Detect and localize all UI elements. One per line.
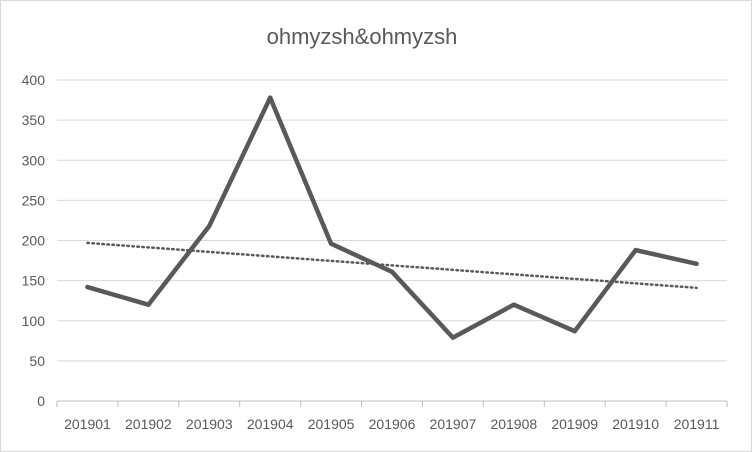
- data-point: [694, 261, 699, 266]
- gridlines: [57, 79, 727, 402]
- y-tick-label: 200: [22, 233, 46, 249]
- data-point: [207, 223, 212, 229]
- data-point: [328, 241, 334, 246]
- y-tick-label: 150: [22, 273, 46, 289]
- y-tick-label: 400: [22, 72, 46, 88]
- x-tick-label: 201905: [308, 416, 355, 432]
- y-tick-label: 0: [37, 393, 45, 409]
- x-tick-label: 201902: [125, 416, 172, 432]
- data-point: [633, 247, 638, 253]
- y-tick-label: 250: [22, 192, 46, 208]
- x-tick-label: 201908: [490, 416, 537, 432]
- chart-title: ohmyzsh&ohmyzsh: [267, 24, 458, 49]
- x-tick-label: 201906: [369, 416, 416, 432]
- y-axis-labels: 0 50 100 150 200 250 300 350 400: [22, 72, 46, 409]
- x-tick-label: 201901: [64, 416, 111, 432]
- y-tick-label: 300: [22, 152, 46, 168]
- y-tick-label: 350: [22, 112, 46, 128]
- x-tick-label: 201910: [612, 416, 659, 432]
- data-point: [572, 328, 577, 334]
- data-point: [146, 302, 151, 307]
- series-line: [85, 95, 699, 340]
- x-tick-label: 201909: [551, 416, 598, 432]
- series-layer: [85, 95, 699, 340]
- y-tick-label: 50: [29, 353, 45, 369]
- x-tick-label: 201903: [186, 416, 233, 432]
- data-point: [511, 302, 517, 307]
- x-tick-label: 201911: [674, 416, 720, 432]
- data-point: [267, 95, 273, 100]
- data-point: [389, 269, 395, 274]
- data-point: [85, 284, 90, 290]
- x-axis-labels: 201901 201902 201903 201904 201905 201906 2019…: [56, 401, 728, 432]
- y-tick-label: 100: [22, 313, 46, 329]
- data-point: [450, 335, 456, 340]
- x-tick-label: 201907: [430, 416, 477, 432]
- x-tick-label: 201904: [247, 416, 294, 432]
